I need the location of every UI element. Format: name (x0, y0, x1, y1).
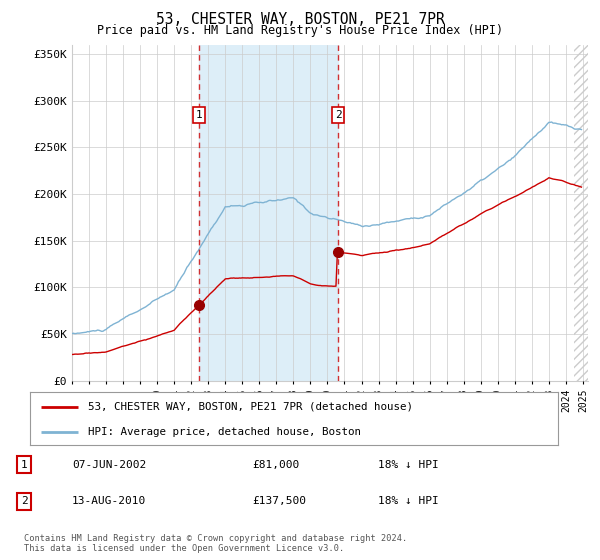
Text: 2: 2 (20, 496, 28, 506)
Bar (574, 45, 588, 381)
Text: £81,000: £81,000 (252, 460, 299, 470)
Text: £137,500: £137,500 (252, 496, 306, 506)
Text: 18% ↓ HPI: 18% ↓ HPI (378, 460, 439, 470)
Text: Price paid vs. HM Land Registry's House Price Index (HPI): Price paid vs. HM Land Registry's House … (97, 24, 503, 36)
Text: HPI: Average price, detached house, Boston: HPI: Average price, detached house, Bost… (88, 427, 361, 437)
Text: 2: 2 (335, 110, 341, 120)
Text: 1: 1 (20, 460, 28, 470)
Text: 07-JUN-2002: 07-JUN-2002 (72, 460, 146, 470)
Text: 1: 1 (196, 110, 202, 120)
Text: 13-AUG-2010: 13-AUG-2010 (72, 496, 146, 506)
Text: 53, CHESTER WAY, BOSTON, PE21 7PR: 53, CHESTER WAY, BOSTON, PE21 7PR (155, 12, 445, 27)
Text: 53, CHESTER WAY, BOSTON, PE21 7PR (detached house): 53, CHESTER WAY, BOSTON, PE21 7PR (detac… (88, 402, 413, 412)
Bar (574, 45, 588, 381)
Text: Contains HM Land Registry data © Crown copyright and database right 2024.
This d: Contains HM Land Registry data © Crown c… (24, 534, 407, 553)
Text: 18% ↓ HPI: 18% ↓ HPI (378, 496, 439, 506)
Bar (199, 45, 338, 381)
